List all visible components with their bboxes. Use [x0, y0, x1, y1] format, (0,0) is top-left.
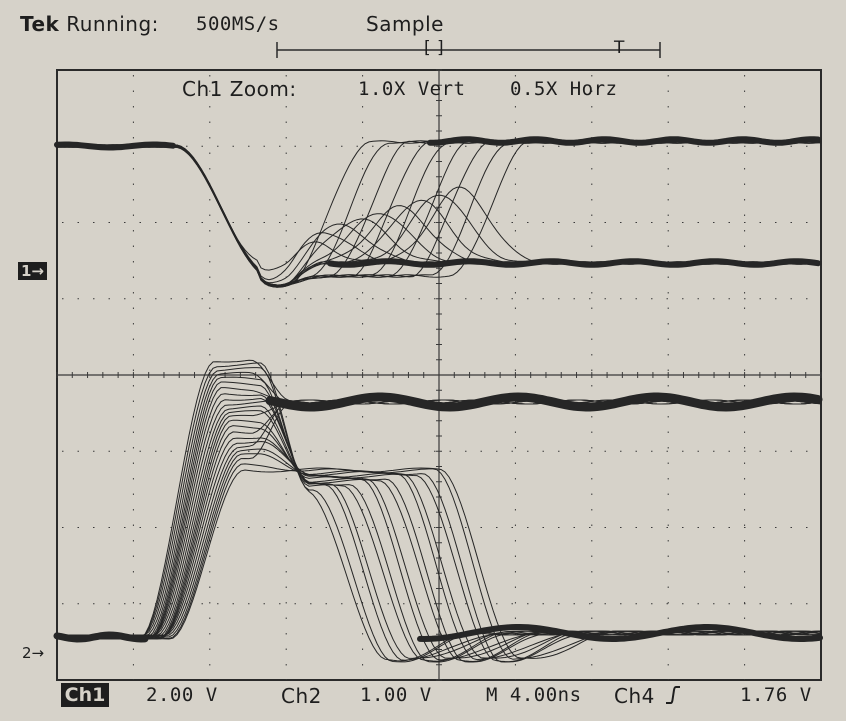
ch2-trace: [56, 463, 822, 660]
brand-tek: Tek: [20, 12, 60, 36]
ch1-label: Ch1: [61, 683, 109, 707]
ch2-low-band: [417, 624, 823, 643]
ch2-scale: 1.00 V: [360, 684, 432, 706]
zoom-horz: 0.5X Horz: [510, 78, 618, 100]
zoom-vert: 1.0X Vert: [358, 78, 466, 100]
ch2-high-band: [265, 392, 823, 412]
ch2-ground-marker: 2→: [22, 644, 45, 662]
ch1-scale: 2.00 V: [146, 684, 218, 706]
graticule-grid: [56, 69, 822, 681]
trigger-position-marker: T: [614, 38, 625, 58]
ch1-high-band: [427, 136, 821, 146]
brand-label: Tek Running:: [20, 14, 159, 34]
rising-edge-icon: [666, 686, 680, 704]
trigger-level: 1.76 V: [740, 684, 812, 706]
ch1-ground-marker: 1→: [18, 262, 48, 280]
ch2-trace: [56, 440, 822, 659]
acquisition-mode: Sample: [366, 12, 444, 36]
sample-rate: 500MS/s: [196, 13, 280, 35]
zoom-channel: Ch1 Zoom:: [182, 77, 297, 101]
ch1-high-band: [54, 141, 176, 151]
acquisition-status: Running:: [66, 12, 159, 36]
trigger-window-bar: [276, 42, 661, 58]
ch2-label: Ch2: [281, 684, 322, 708]
ch2-trace: [56, 467, 822, 659]
ch1-low-band: [327, 258, 821, 268]
waveform-traces: [53, 136, 823, 663]
timebase: M 4.00ns: [486, 684, 582, 706]
ch2-low-band: [53, 631, 149, 643]
trigger-source: Ch4: [614, 684, 655, 708]
window-marker: [ ]: [424, 38, 445, 58]
